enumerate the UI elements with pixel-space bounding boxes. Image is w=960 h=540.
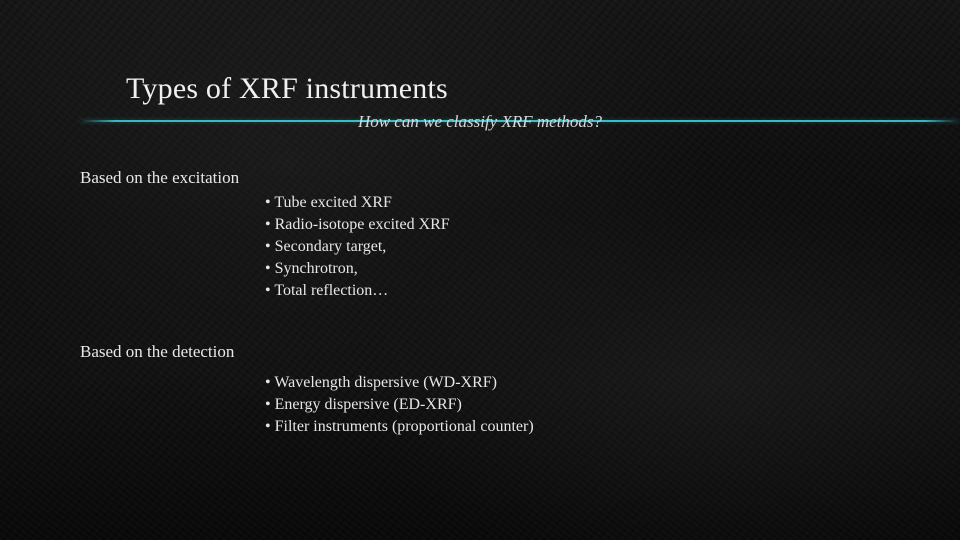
slide-subtitle: How can we classify XRF methods? [352,112,608,131]
list-item: Radio-isotope excited XRF [265,214,450,236]
section-label-detection: Based on the detection [80,342,234,362]
slide-subtitle-wrap: How can we classify XRF methods? [0,112,960,132]
list-item: Energy dispersive (ED-XRF) [265,394,534,416]
list-item: Secondary target, [265,236,450,258]
slide-title: Types of XRF instruments [126,72,448,106]
section-label-excitation: Based on the excitation [80,168,239,188]
list-item: Synchrotron, [265,258,450,280]
list-item: Total reflection… [265,280,450,302]
list-item: Filter instruments (proportional counter… [265,416,534,438]
list-item: Tube excited XRF [265,192,450,214]
list-item: Wavelength dispersive (WD-XRF) [265,372,534,394]
list-detection: Wavelength dispersive (WD-XRF) Energy di… [265,372,534,438]
list-excitation: Tube excited XRF Radio-isotope excited X… [265,192,450,302]
slide: Types of XRF instruments How can we clas… [0,0,960,540]
